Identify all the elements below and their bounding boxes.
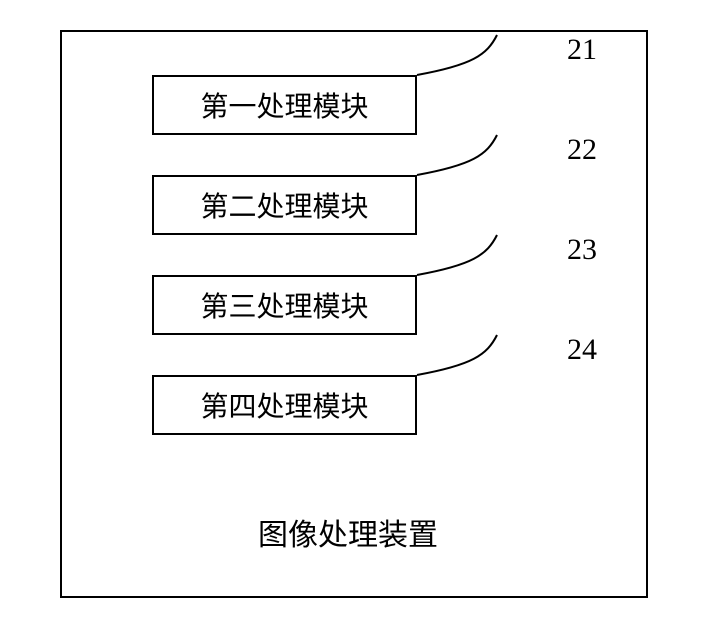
module-box-2: 第二处理模块 <box>152 175 417 235</box>
callout-number-4: 24 <box>567 333 597 367</box>
callout-curve-2 <box>417 175 418 176</box>
callout-curve-1 <box>417 75 418 76</box>
callout-curve-4 <box>417 375 418 376</box>
module-label-1: 第一处理模块 <box>200 85 368 125</box>
module-box-3: 第三处理模块 <box>152 275 417 335</box>
device-caption: 图像处理装置 <box>258 510 438 554</box>
module-box-1: 第一处理模块 <box>152 75 417 135</box>
callout-number-3: 23 <box>567 233 597 267</box>
module-box-4: 第四处理模块 <box>152 375 417 435</box>
callout-number-1: 21 <box>567 33 597 67</box>
module-label-4: 第四处理模块 <box>200 385 368 425</box>
module-label-2: 第二处理模块 <box>200 185 368 225</box>
callout-number-2: 22 <box>567 133 597 167</box>
callout-curve-3 <box>417 275 418 276</box>
module-label-3: 第三处理模块 <box>200 285 368 325</box>
